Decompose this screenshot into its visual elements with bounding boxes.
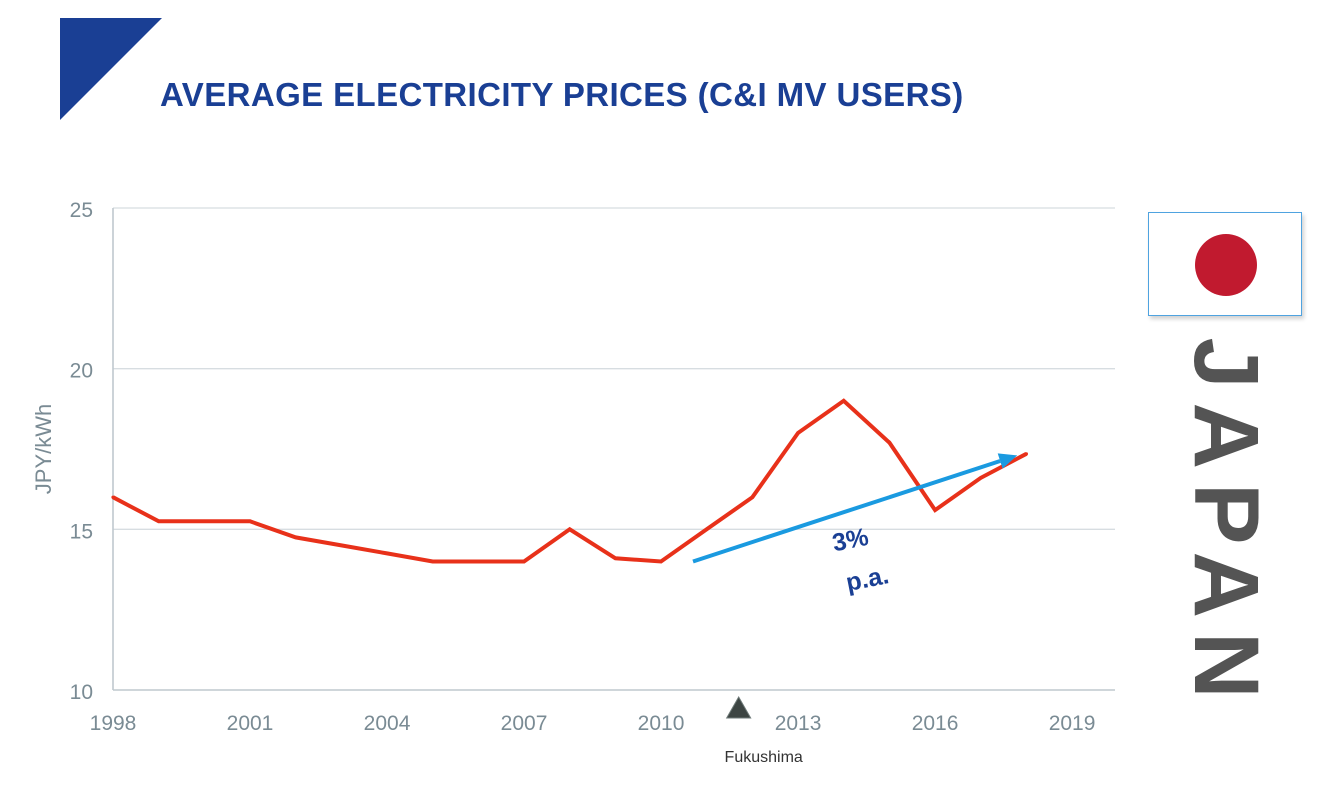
- data-point: [705, 527, 709, 531]
- x-tick-label: 2010: [638, 712, 685, 735]
- data-point: [476, 559, 480, 564]
- data-point: [750, 495, 754, 499]
- data-point: [522, 559, 526, 564]
- data-point: [796, 431, 800, 435]
- trend-arrow-head: [997, 453, 1018, 469]
- data-point: [157, 519, 161, 523]
- line-chart: 10 15 20 25 1998 2001 2004 2007 2010 2013 2016 201…: [31, 199, 1115, 766]
- y-axis-label: JPY/kWh: [31, 404, 56, 494]
- x-tick-label: 2004: [364, 712, 411, 735]
- x-tick-label: 2001: [227, 712, 274, 735]
- series-points: [111, 399, 1028, 564]
- data-point: [979, 476, 983, 480]
- trend-label-rate: 3%: [830, 523, 871, 557]
- y-tick-label: 20: [70, 360, 93, 383]
- data-point: [1024, 452, 1028, 456]
- data-point: [659, 559, 663, 564]
- y-tick-label: 10: [70, 681, 93, 704]
- y-tick-labels: 10 15 20 25: [70, 199, 93, 704]
- x-tick-label: 2007: [501, 712, 548, 735]
- trend-arrow-shaft: [692, 459, 1001, 564]
- x-tick-labels: 1998 2001 2004 2007 2010 2013 2016 2019: [90, 712, 1096, 735]
- trend-arrow: [692, 453, 1018, 564]
- data-point: [248, 519, 252, 523]
- corner-accent-triangle: [60, 18, 162, 120]
- y-tick-label: 25: [70, 199, 93, 222]
- data-point: [568, 527, 572, 531]
- x-tick-label: 1998: [90, 712, 137, 735]
- event-label-fukushima: Fukushima: [725, 749, 803, 766]
- data-point: [431, 559, 435, 564]
- triangle-marker-icon: [725, 695, 752, 719]
- data-point: [294, 535, 298, 539]
- country-label: JAPAN: [1175, 337, 1277, 713]
- data-point: [202, 519, 206, 523]
- y-tick-label: 15: [70, 520, 93, 543]
- trend-label-period: p.a.: [844, 561, 892, 597]
- data-point: [613, 556, 617, 560]
- series-line-price: [112, 398, 1028, 564]
- data-point: [339, 543, 343, 548]
- data-point: [111, 495, 115, 499]
- x-tick-label: 2016: [912, 712, 959, 735]
- x-tick-label: 2013: [775, 712, 822, 735]
- x-tick-label: 2019: [1049, 712, 1096, 735]
- data-point: [385, 551, 389, 556]
- data-point: [887, 440, 891, 445]
- japan-flag-icon: [1148, 212, 1302, 316]
- flag-disc: [1195, 234, 1257, 296]
- data-point: [933, 508, 937, 512]
- page-title: AVERAGE ELECTRICITY PRICES (C&I MV USERS…: [160, 76, 964, 113]
- grid-lines: [113, 207, 1115, 530]
- data-point: [842, 399, 846, 403]
